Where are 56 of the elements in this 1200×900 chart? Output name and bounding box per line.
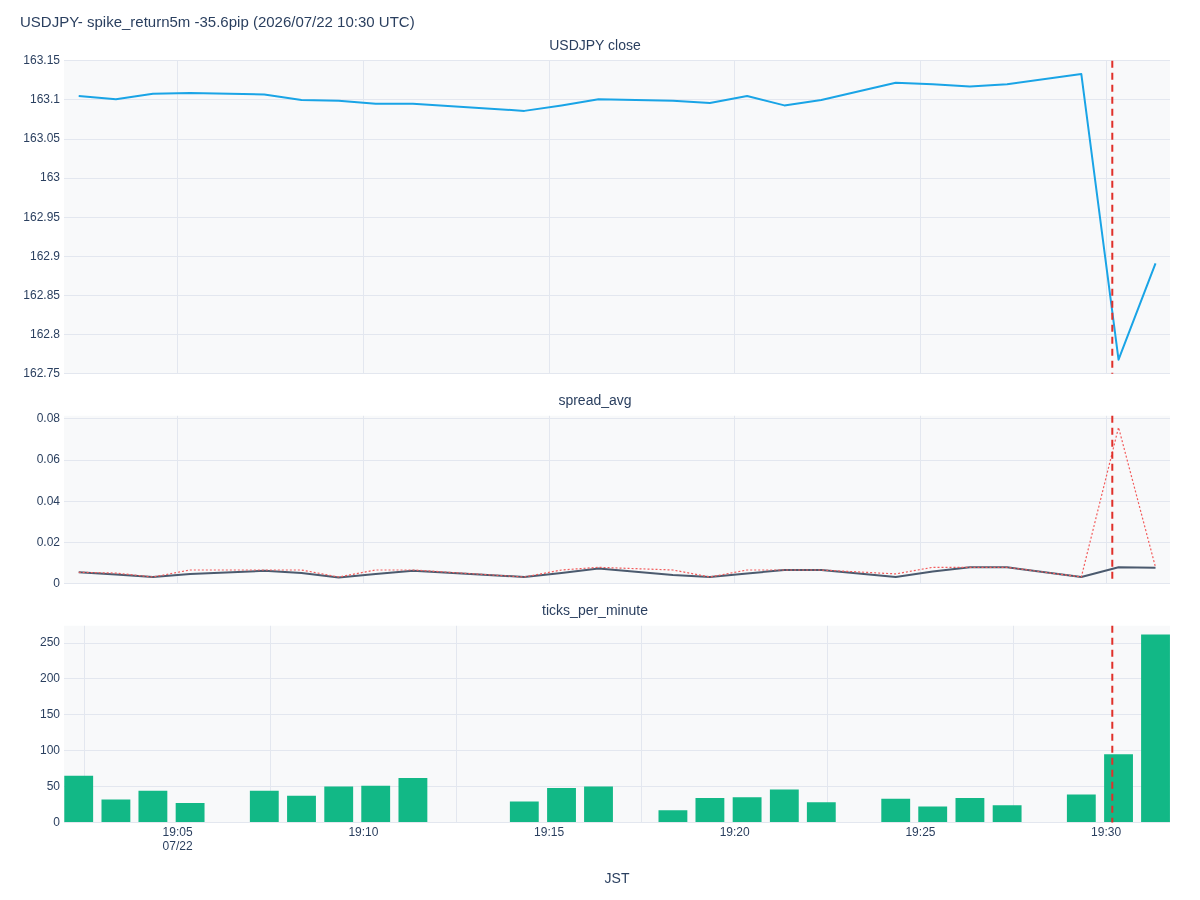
y-tick-label: 0 xyxy=(53,576,61,591)
bar xyxy=(584,786,613,822)
bar xyxy=(918,806,948,822)
y-tick-label: 100 xyxy=(39,742,61,757)
y-tick-label: 163.05 xyxy=(23,131,61,146)
y-tick-label: 162.85 xyxy=(23,287,61,302)
x-tick-label: 19:30 xyxy=(1091,824,1122,839)
x-tick-label: 19:20 xyxy=(719,824,750,839)
y-tick-label: 250 xyxy=(39,635,61,650)
y-tick-label: 50 xyxy=(46,778,61,793)
x-tick-label: 19:10 xyxy=(348,824,379,839)
y-tick-label: 0 xyxy=(53,814,61,829)
bar xyxy=(287,795,316,822)
y-tick-label: 163.1 xyxy=(29,92,61,107)
x-tick-label: 19:25 xyxy=(905,824,936,839)
bar xyxy=(1104,754,1133,822)
y-tick-label: 0.02 xyxy=(36,534,61,549)
bar xyxy=(249,790,279,822)
y-tick-label: 163.15 xyxy=(23,53,61,68)
bar xyxy=(101,799,131,822)
y-tick-label: 162.8 xyxy=(29,326,61,341)
bar xyxy=(64,775,94,822)
bar xyxy=(695,798,725,822)
y-tick-label: 163 xyxy=(39,170,61,185)
bar xyxy=(398,777,428,822)
x-tick-label: 19:15 xyxy=(534,824,565,839)
y-tick-label: 0.06 xyxy=(36,452,61,467)
bar xyxy=(769,789,799,822)
y-tick-label: 200 xyxy=(39,671,61,686)
bar xyxy=(1141,634,1170,822)
bar xyxy=(1066,794,1096,822)
bar xyxy=(175,803,205,822)
bar xyxy=(138,790,168,822)
chart-subtitle: USDJPY close xyxy=(549,37,641,54)
bar xyxy=(324,786,354,822)
bar xyxy=(806,802,836,822)
y-tick-label: 162.95 xyxy=(23,209,61,224)
chart-title: ticks_per_minute xyxy=(542,602,649,619)
y-tick-label: 162.75 xyxy=(23,366,61,381)
chart-title: USDJPY- spike_return5m -35.6pip (2026/07/22 10:30 UTC) xyxy=(20,13,415,31)
bar xyxy=(881,798,911,822)
bar xyxy=(658,810,688,822)
bar xyxy=(509,801,539,822)
bar xyxy=(547,787,576,822)
bar xyxy=(361,785,391,822)
bar xyxy=(955,798,985,822)
x-axis-title: JST xyxy=(604,870,630,887)
chart-title: spread_avg xyxy=(558,392,632,409)
x-tick-label: 19:05 07/22 xyxy=(162,824,193,854)
y-tick-label: 162.9 xyxy=(29,248,61,263)
bar xyxy=(732,797,762,822)
bar xyxy=(992,805,1022,822)
y-tick-label: 0.08 xyxy=(36,411,61,426)
line-series xyxy=(78,426,1157,578)
y-tick-label: 0.04 xyxy=(36,493,61,508)
y-tick-label: 150 xyxy=(39,707,61,722)
